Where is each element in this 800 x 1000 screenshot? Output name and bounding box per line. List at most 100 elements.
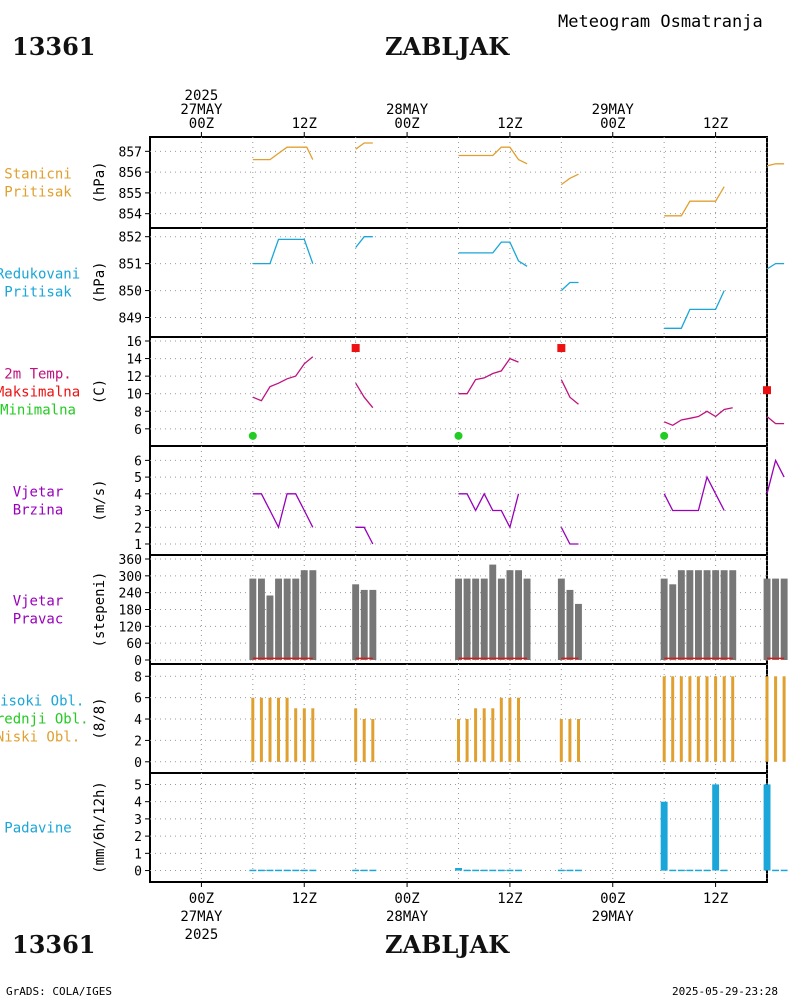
- precipitation-bar: [506, 869, 514, 872]
- time-label-bottom: 2025: [185, 927, 219, 943]
- clouds-bar: [499, 697, 503, 762]
- time-label-bottom: 28MAY: [386, 909, 429, 925]
- precipitation-bar: [480, 869, 488, 872]
- clouds-bar: [294, 708, 298, 762]
- ytick-label: 2: [134, 734, 142, 749]
- ytick-label: 8: [134, 670, 142, 685]
- ytick-label: 856: [119, 166, 142, 181]
- panel-label: Brzina: [13, 503, 64, 519]
- ytick-label: 850: [119, 285, 142, 300]
- wind-direction-bar: [729, 570, 737, 660]
- precipitation-bar: [300, 869, 308, 872]
- clouds-bar: [679, 676, 683, 762]
- clouds-bar: [354, 708, 358, 762]
- clouds-bar: [559, 719, 563, 762]
- ytick-label: 12: [126, 370, 142, 385]
- precipitation-bar: [695, 869, 702, 872]
- clouds-bar: [371, 719, 375, 762]
- panel-label: Stanicni: [4, 167, 71, 183]
- precipitation-bar: [566, 869, 574, 872]
- panel-label: Srednji Obl.: [0, 712, 89, 728]
- clouds-bar: [457, 719, 460, 762]
- wind-direction-bar: [352, 584, 360, 661]
- wind-speed-line: [663, 475, 725, 512]
- clouds-bar: [662, 676, 666, 762]
- wind-direction-bar: [772, 578, 779, 660]
- wind-direction-bar: [369, 589, 377, 660]
- temperature-line: [663, 407, 733, 427]
- ytick-label: 4: [134, 488, 142, 503]
- wind-direction-bar: [575, 603, 582, 660]
- ytick-label: 5: [134, 471, 142, 486]
- tmin-marker: [454, 431, 463, 440]
- wind-direction-bar: [712, 570, 720, 660]
- unit-label: (mm/6h/12h): [92, 781, 108, 874]
- time-label-top: 00Z: [394, 116, 419, 132]
- precipitation-bar: [720, 869, 728, 872]
- ytick-label: 180: [119, 604, 142, 619]
- panel-label: Niski Obl.: [0, 730, 80, 746]
- unit-label: (8/8): [92, 697, 108, 739]
- clouds-bar: [731, 676, 735, 762]
- time-label-top: 12Z: [292, 116, 317, 132]
- precipitation-bar: [772, 869, 779, 872]
- clouds-bar: [782, 676, 786, 762]
- ytick-label: 3: [134, 505, 142, 520]
- wind-direction-bar: [309, 570, 317, 660]
- station-pressure-line: [560, 173, 579, 186]
- time-label-bottom: 00Z: [394, 891, 419, 907]
- clouds-bar: [568, 719, 572, 762]
- precipitation-bar: [515, 869, 522, 872]
- wind-direction-bar: [480, 578, 488, 660]
- station-pressure-line: [458, 146, 528, 165]
- precipitation-bar: [360, 869, 368, 872]
- time-label-bottom: 00Z: [600, 891, 625, 907]
- precipitation-bar: [463, 869, 471, 872]
- timestamp: 2025-05-29-23:28: [672, 985, 778, 998]
- wind-direction-bar: [780, 578, 788, 660]
- station-id-bottom: 13361: [12, 930, 96, 959]
- precipitation-bar: [677, 869, 685, 872]
- clouds-bar: [774, 676, 778, 762]
- clouds-bar: [285, 697, 289, 762]
- time-label-bottom: 29MAY: [592, 909, 635, 925]
- clouds-bar: [277, 697, 280, 762]
- unit-label: (hPa): [92, 261, 108, 303]
- ytick-label: 6: [134, 423, 142, 438]
- precipitation-bar: [489, 869, 497, 872]
- precipitation-bar: [497, 869, 505, 872]
- time-label-bottom: 12Z: [497, 891, 522, 907]
- grads-credit: GrADS: COLA/IGES: [6, 985, 112, 998]
- temperature-line: [458, 357, 519, 395]
- wind-direction-bar: [506, 570, 514, 660]
- time-label-top: 27MAY: [180, 102, 223, 118]
- wind-direction-bar: [686, 570, 694, 660]
- tmin-marker: [248, 431, 257, 440]
- precipitation-bar: [703, 869, 711, 872]
- wind-direction-bar: [455, 578, 462, 660]
- panel-label: Redukovani: [0, 267, 80, 283]
- time-label-bottom: 12Z: [292, 891, 317, 907]
- clouds-bar: [362, 719, 366, 762]
- clouds-bar: [491, 708, 495, 762]
- precipitation-bar: [249, 869, 257, 872]
- precipitation-bar: [712, 784, 720, 871]
- wind-direction-bar: [557, 578, 565, 660]
- wind-direction-bar: [258, 578, 265, 660]
- wind-direction-bar: [720, 570, 728, 660]
- wind-direction-bar: [695, 570, 702, 660]
- time-label-top: 00Z: [189, 116, 214, 132]
- time-label-bottom: 12Z: [703, 891, 728, 907]
- wind-direction-bar: [660, 578, 668, 660]
- clouds-bar: [671, 676, 675, 762]
- precipitation-bar: [660, 801, 668, 871]
- unit-label: (hPa): [92, 161, 108, 203]
- panel-clouds: [145, 663, 786, 773]
- ytick-label: 300: [119, 570, 142, 585]
- station-name-bottom: ZABLJAK: [385, 930, 510, 959]
- clouds-bar: [714, 676, 718, 762]
- panel-temperature: [145, 336, 785, 446]
- wind-direction-bar: [669, 584, 677, 661]
- precipitation-bar: [557, 869, 565, 872]
- ytick-label: 2: [134, 830, 142, 845]
